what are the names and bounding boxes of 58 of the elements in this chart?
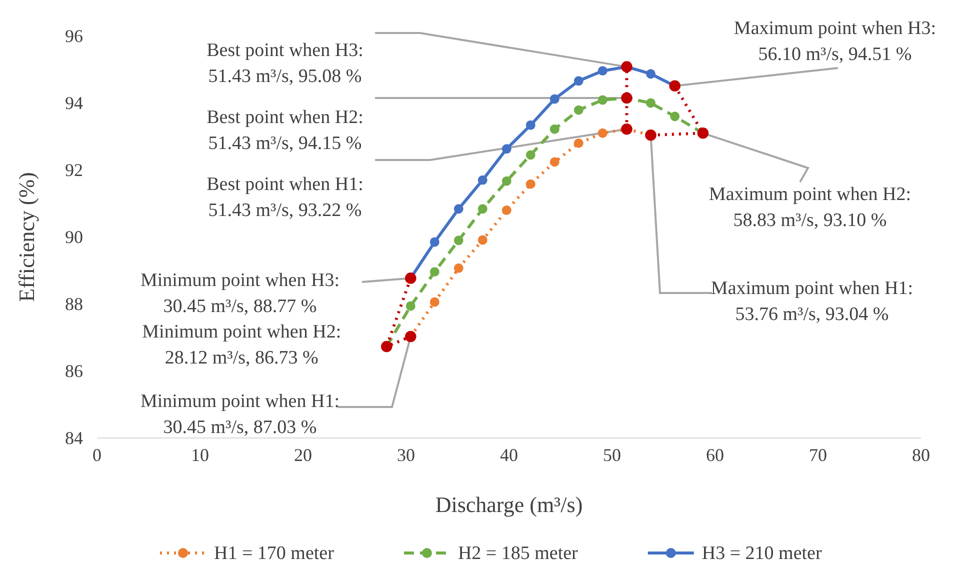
point xyxy=(526,179,536,189)
point xyxy=(574,138,584,148)
point xyxy=(526,120,536,130)
legend-label: H3 = 210 meter xyxy=(702,543,822,564)
point xyxy=(646,98,656,108)
point xyxy=(478,204,488,214)
x-tick-label: 60 xyxy=(706,444,724,465)
point xyxy=(406,301,416,311)
point xyxy=(454,204,464,214)
x-tick-label: 80 xyxy=(912,444,930,465)
point xyxy=(430,237,440,247)
point xyxy=(598,95,608,105)
point xyxy=(430,297,440,307)
point xyxy=(502,176,512,186)
y-tick-label: 86 xyxy=(65,360,83,381)
annotation: Best point when H2: 51.43 m³/s, 94.15 % xyxy=(206,107,364,154)
y-tick-label: 92 xyxy=(65,160,83,180)
point xyxy=(478,235,488,245)
x-tick-label: 50 xyxy=(603,444,621,465)
x-tick-label: 20 xyxy=(294,444,312,465)
point xyxy=(646,69,656,79)
point xyxy=(502,144,512,154)
annotation: Best point when H1: 51.43 m³/s, 93.22 % xyxy=(206,174,364,221)
x-tick-label: 10 xyxy=(191,444,209,465)
x-tick-label: 0 xyxy=(92,444,102,465)
x-axis-title: Discharge (m³/s) xyxy=(435,492,583,517)
annotation: Maximum point when H1: 53.76 m³/s, 93.04 % xyxy=(710,278,914,325)
y-tick-label: 94 xyxy=(65,92,83,113)
annotation: Minimum point when H3: 30.45 m³/s, 88.77 % xyxy=(140,270,340,317)
x-tick-label: 30 xyxy=(397,444,415,465)
point xyxy=(598,66,608,76)
point xyxy=(598,128,608,138)
point xyxy=(574,105,584,115)
x-tick-label: 70 xyxy=(809,444,827,465)
legend-label: H2 = 185 meter xyxy=(458,543,579,564)
point xyxy=(550,124,560,134)
annotation: Maximum point when H3: 56.10 m³/s, 94.51 % xyxy=(734,18,936,65)
point xyxy=(454,236,464,246)
x-tick-label: 40 xyxy=(500,444,518,465)
point xyxy=(550,157,560,167)
y-tick-label: 90 xyxy=(65,226,83,247)
point xyxy=(574,76,584,86)
point xyxy=(550,94,560,104)
annotation: Minimum point when H2: 28.12 m³/s, 86.73 % xyxy=(142,322,342,369)
y-axis-title: Efficiency (%) xyxy=(14,172,39,302)
point xyxy=(670,112,680,122)
point xyxy=(478,175,488,185)
annotation: Minimum point when H1: 30.45 m³/s, 87.03 % xyxy=(140,391,340,438)
annotation: Maximum point when H2: 58.83 m³/s, 93.10 % xyxy=(708,184,912,231)
point xyxy=(502,205,512,215)
annotation: Best point when H3: 51.43 m³/s, 95.08 % xyxy=(206,40,364,87)
point xyxy=(454,263,464,273)
y-tick-label: 84 xyxy=(65,428,83,448)
point xyxy=(526,150,536,160)
y-tick-label: 88 xyxy=(65,294,83,314)
y-tick-label: 96 xyxy=(65,26,83,46)
point xyxy=(430,267,440,277)
legend-label: H1 = 170 meter xyxy=(214,543,335,564)
